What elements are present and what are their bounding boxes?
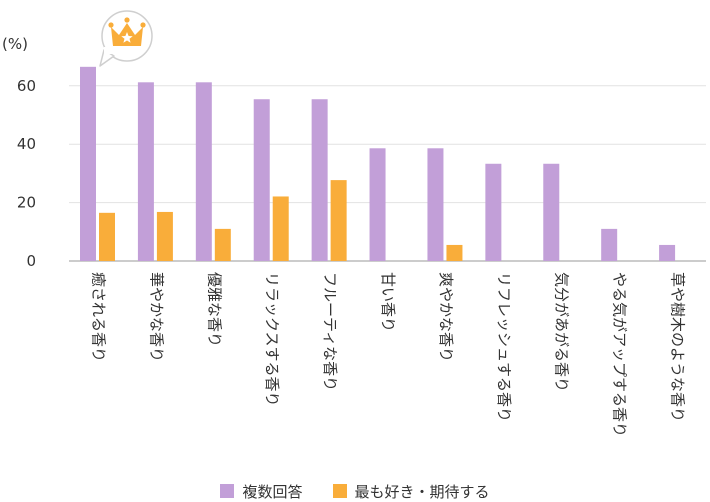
legend-label-series-1: 複数回答 (242, 482, 303, 501)
bar-series-2 (272, 196, 289, 261)
legend-label-series-2: 最も好き・期待する (354, 482, 490, 501)
bar-series-1 (543, 163, 560, 261)
category-label: 爽やかな香り (437, 272, 455, 362)
crown-badge (99, 10, 153, 67)
y-axis-unit-label: (%) (2, 35, 28, 53)
category-label: やる気がアップする香り (611, 272, 629, 437)
bar-series-2 (446, 244, 463, 261)
bar-series-1 (311, 99, 328, 262)
category-labels: 癒される香り 華やかな香り 優雅な香り リラックスする香り フルーティな香り 甘い香り 爽や… (90, 272, 687, 437)
bars (80, 66, 676, 262)
y-tick-label: 0 (26, 252, 36, 270)
bar-chart: (%) 0 20 40 60 癒される香り 華やかな香り 優雅な香り リラックスする香り フル… (2, 10, 706, 437)
legend: 複数回答 最も好き・期待する (0, 480, 710, 502)
category-label: 華やかな香り (147, 272, 165, 362)
bar-series-2 (330, 180, 347, 261)
bar-series-1 (485, 163, 502, 261)
gridlines (69, 85, 706, 262)
bar-series-1 (601, 228, 618, 261)
bar-series-1 (253, 99, 270, 262)
y-tick-label: 60 (17, 77, 36, 95)
bar-series-2 (156, 211, 173, 261)
crown-jewel-center (124, 17, 130, 23)
bar-series-1 (369, 148, 386, 261)
category-label: リフレッシュする香り (495, 272, 513, 422)
bar-series-1 (80, 66, 96, 261)
category-label: 草や樹木のような香り (669, 272, 687, 422)
bar-series-2 (99, 212, 115, 261)
category-label: 気分があがる香り (553, 272, 571, 392)
crown-star-icon (121, 32, 133, 43)
category-label: 甘い香り (379, 272, 397, 332)
y-tick-label: 20 (17, 194, 36, 212)
bar-series-2 (214, 228, 231, 261)
category-label: フルーティな香り (321, 272, 339, 391)
category-label: 優雅な香り (205, 272, 223, 347)
y-axis-ticks: 0 20 40 60 (17, 77, 36, 270)
category-label: 癒される香り (90, 272, 108, 362)
legend-swatch-series-1 (220, 484, 235, 498)
legend-swatch-series-2 (332, 484, 347, 498)
bar-series-1 (195, 82, 212, 262)
crown-jewel-right (140, 22, 146, 28)
bar-series-1 (427, 148, 444, 261)
y-tick-label: 40 (17, 135, 36, 153)
bar-series-1 (137, 82, 154, 262)
legend-item-series-1: 複数回答 (220, 481, 303, 502)
crown-jewel-left (108, 22, 114, 28)
category-label: リラックスする香り (263, 272, 281, 407)
bar-series-1 (659, 244, 676, 261)
legend-item-series-2: 最も好き・期待する (332, 481, 490, 502)
